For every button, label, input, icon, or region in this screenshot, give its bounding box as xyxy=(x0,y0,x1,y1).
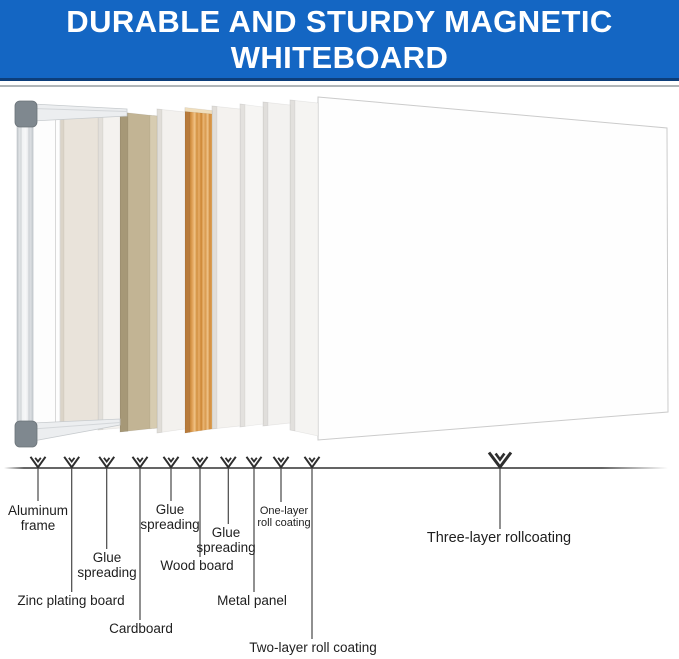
frame-corner-cap-top xyxy=(14,100,38,128)
down-chevron-icon xyxy=(272,455,290,469)
leader-lines xyxy=(37,468,501,639)
frame-corner-cap-bottom xyxy=(14,420,38,448)
banner-title-line1: DURABLE AND STURDY MAGNETIC xyxy=(66,4,613,39)
banner-title: DURABLE AND STURDY MAGNETIC WHITEBOARD xyxy=(66,2,612,76)
down-chevron-icon xyxy=(245,455,263,469)
banner: DURABLE AND STURDY MAGNETIC WHITEBOARD xyxy=(0,0,679,81)
down-chevron-icon xyxy=(219,455,237,469)
frame-bottom-rail xyxy=(32,418,121,442)
down-chevron-icon xyxy=(63,455,81,469)
layer-aluminum-frame xyxy=(14,100,128,448)
frame-vertical-rail xyxy=(16,102,34,446)
layer-zinc-plating-board xyxy=(59,112,99,433)
layer-three-layer-rollcoating xyxy=(317,96,669,441)
down-chevron-icon xyxy=(191,455,209,469)
chevron-markers xyxy=(29,451,513,470)
down-chevron-icon xyxy=(131,455,149,469)
layer-shapes xyxy=(59,96,669,441)
down-chevron-icon xyxy=(162,455,180,469)
banner-title-line2: WHITEBOARD xyxy=(230,40,449,75)
banner-divider-line xyxy=(0,85,679,87)
down-chevron-icon xyxy=(303,455,321,469)
down-chevron-icon-large xyxy=(487,451,513,470)
down-chevron-icon xyxy=(98,455,116,469)
down-chevron-icon xyxy=(29,455,47,469)
